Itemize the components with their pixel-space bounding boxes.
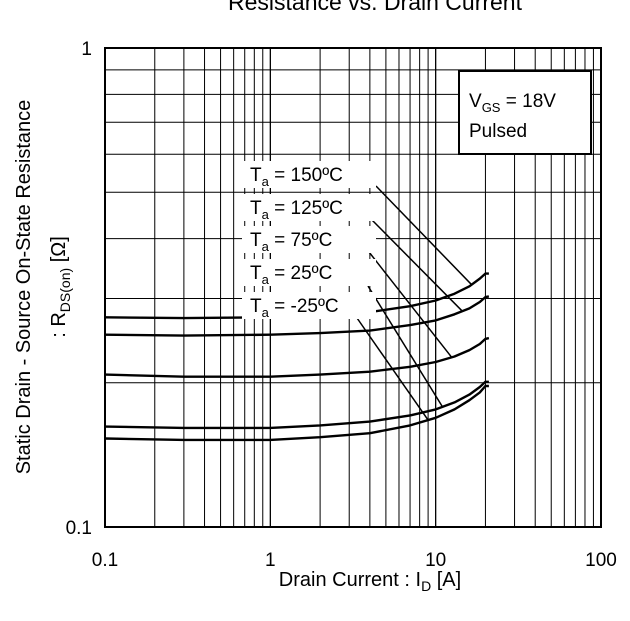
condition-box-frame <box>458 70 592 155</box>
series-label-background <box>242 292 376 319</box>
x-tick-label: 1 <box>265 550 276 571</box>
plot-frame <box>104 47 602 528</box>
y-axis-label-line2: : RDS(on) [Ω] <box>48 236 73 338</box>
series-label: Ta = 75ºC <box>250 230 332 254</box>
chart-title: Resistance vs. Drain Current <box>228 0 523 15</box>
x-axis-label: Drain Current : ID [A] <box>279 569 461 594</box>
series-label: Ta = 25ºC <box>250 263 332 287</box>
series-label-background <box>242 161 376 188</box>
y-axis-label-line1: Static Drain - Source On-State Resistanc… <box>13 100 35 475</box>
series-label-leader <box>368 251 453 358</box>
series-label: Ta = -25ºC <box>250 296 339 320</box>
tick-labels: 0.1 1 10 100 0.1 1 <box>66 39 617 571</box>
condition-pulsed: Pulsed <box>469 121 527 142</box>
label-leader-lines <box>356 185 473 421</box>
condition-box: VGS = 18V Pulsed <box>458 70 592 155</box>
curve-75c <box>104 336 490 378</box>
series-label: Ta = 125ºC <box>250 198 343 222</box>
series-label-leader <box>367 285 444 408</box>
curve-125c <box>104 295 490 337</box>
series-label-leader <box>370 218 463 312</box>
curve-minus25c <box>104 384 489 442</box>
y-axis-label: Static Drain - Source On-State Resistanc… <box>13 100 73 475</box>
series-label-background <box>242 194 376 221</box>
x-tick-label: 100 <box>585 550 617 571</box>
x-tick-label: 10 <box>425 550 446 571</box>
series-label: Ta = 150ºC <box>250 165 343 189</box>
series-label-background <box>242 259 376 286</box>
grid <box>105 48 601 527</box>
series-labels: Ta = 150ºC Ta = 125ºC Ta = 75ºC Ta = 25ºC Ta… <box>242 161 376 320</box>
condition-vgs: VGS = 18V <box>469 91 556 115</box>
series-label-leader <box>375 185 473 286</box>
title-group: Resistance vs. Drain Current <box>228 0 523 15</box>
series-label-background <box>242 226 376 253</box>
series-label-leader <box>356 317 429 421</box>
y-tick-label: 0.1 <box>66 518 92 539</box>
y-tick-label: 1 <box>81 39 92 60</box>
x-tick-label: 0.1 <box>92 550 118 571</box>
